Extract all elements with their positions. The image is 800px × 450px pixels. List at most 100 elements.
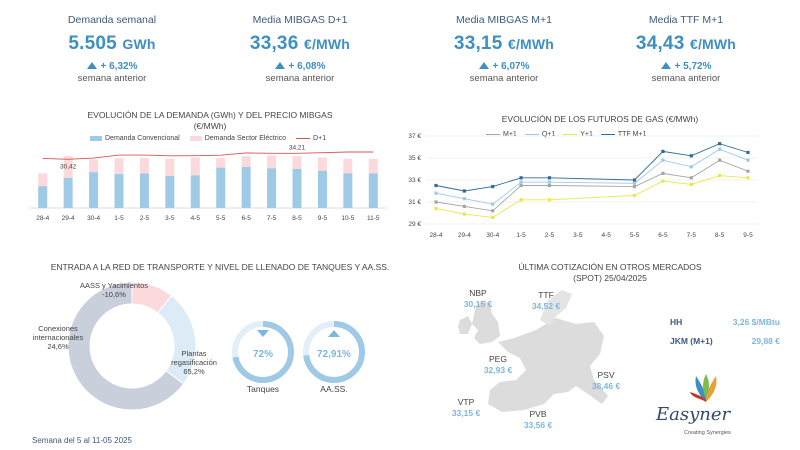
futures-chart: 37 € 35 € 33 € 31 € 29 € 28-4 29-4 30-4 1-5 2-5 3-… <box>408 133 758 239</box>
y-tick-label: 37 € <box>408 133 421 140</box>
futures-chart-title: EVOLUCIÓN DE LOS FUTUROS DE GAS (€/MWh) <box>501 114 699 124</box>
legend-item: Y+1 <box>563 131 593 138</box>
series-point <box>519 198 523 202</box>
y-tick-label: 35 € <box>408 155 421 162</box>
gauge-fill <box>232 321 294 383</box>
kpi-change: + 6,32% <box>22 61 202 72</box>
x-tick-label: 9-5 <box>318 215 328 222</box>
y-tick-label: 31 € <box>408 199 421 206</box>
x-tick-label: 28-4 <box>429 232 442 239</box>
triangle-down-icon <box>257 330 269 337</box>
easyner-logo-icon <box>690 374 717 402</box>
x-tick-label: 5-5 <box>630 232 640 239</box>
x-tick-label: 8-5 <box>292 215 302 222</box>
series-point <box>746 176 750 180</box>
gauge-value: 72% <box>253 349 273 360</box>
series-point <box>491 202 495 206</box>
kpi-demanda-semanal: Demanda semanal 5.505 GWh + 6,32% semana… <box>22 14 202 84</box>
markets-title: ÚLTIMA COTIZACIÓN EN OTROS MERCADOS (SPO… <box>518 262 702 283</box>
legend-item: Demanda Sector Eléctrico <box>189 135 286 142</box>
bar-convencional <box>241 167 251 208</box>
series-point <box>434 200 438 204</box>
gauge-value: 72,91% <box>317 349 351 360</box>
bar-convencional <box>89 172 99 208</box>
x-tick-label: 5-5 <box>216 215 226 222</box>
legend-item: TTF M+1 <box>600 131 647 138</box>
bar-convencional <box>343 173 353 208</box>
x-tick-label: 3-5 <box>165 215 175 222</box>
series-point <box>462 204 466 208</box>
bar-convencional <box>63 177 73 208</box>
series-point <box>491 185 495 189</box>
bar-sector-electrico <box>89 159 99 173</box>
series-line <box>435 159 749 212</box>
kpi-mibgas-m1: Media MIBGAS M+1 33,15 €/MWh + 6,07% sem… <box>414 14 594 84</box>
kpi-label: Media MIBGAS D+1 <box>252 14 348 26</box>
bar-convencional <box>292 168 302 208</box>
market-pvb: PVB 33,56 € <box>523 409 553 430</box>
series-point <box>462 197 466 201</box>
x-tick-label: 6-5 <box>241 215 251 222</box>
bar-sector-electrico <box>368 158 378 174</box>
series-line <box>435 148 749 205</box>
kpi-value: 33,15 €/MWh <box>453 33 555 54</box>
series-point <box>632 185 637 189</box>
x-tick-label: 2-5 <box>545 232 555 239</box>
x-tick-label: 30-4 <box>486 232 499 239</box>
scandinavia-shape <box>540 290 572 326</box>
kpi-sub: semana anterior <box>651 73 721 84</box>
bar-sector-electrico <box>317 157 327 171</box>
bar-convencional <box>165 176 175 208</box>
kpi-sub: semana anterior <box>265 73 335 84</box>
bar-convencional <box>216 167 226 208</box>
kpi-mibgas-d1: Media MIBGAS D+1 33,36 €/MWh + 6,08% sem… <box>210 14 390 84</box>
bar-convencional <box>190 175 200 208</box>
data-label: 30,42 <box>60 163 77 170</box>
brand-name: Easyner <box>656 404 731 425</box>
bar-sector-electrico <box>292 156 302 169</box>
series-point <box>491 209 495 213</box>
arrow-up-icon <box>274 62 285 69</box>
kpi-label: Media MIBGAS M+1 <box>456 14 552 26</box>
x-tick-label: 4-5 <box>191 215 201 222</box>
gauge-fill <box>303 321 365 383</box>
bar-convencional <box>38 186 48 208</box>
series-point <box>661 179 665 183</box>
fill-gauges: 72% 72,91% <box>232 321 365 383</box>
bar-sector-electrico <box>38 173 48 187</box>
kpi-sub: semana anterior <box>77 73 147 84</box>
x-tick-label: 9-5 <box>743 232 753 239</box>
bar-convencional <box>114 174 124 208</box>
series-point <box>718 174 722 178</box>
x-tick-label: 1-5 <box>516 232 526 239</box>
bar-sector-electrico <box>216 158 226 168</box>
series-point <box>491 215 495 219</box>
kpi-change: + 6,07% <box>414 61 594 72</box>
series-point <box>547 180 552 184</box>
series-point <box>661 171 665 175</box>
series-point <box>632 181 637 185</box>
market-jkm: JKM (M+1) 29,88 € <box>670 336 780 346</box>
bar-sector-electrico <box>165 158 175 176</box>
market-ttf: TTF 34,52 € <box>531 290 561 311</box>
bar-convencional <box>139 173 149 208</box>
kpi-label: Media TTF M+1 <box>648 14 724 26</box>
series-point <box>746 169 750 173</box>
bar-sector-electrico <box>190 157 200 176</box>
series-point <box>519 183 523 188</box>
x-tick-label: 3-5 <box>573 232 583 239</box>
series-point <box>547 198 552 202</box>
x-tick-label: 28-4 <box>36 215 49 222</box>
kpi-change: + 5,72% <box>596 61 776 72</box>
pie-label-conexiones: Conexiones internacionales 24,6% <box>32 324 84 351</box>
bar-sector-electrico <box>241 156 251 168</box>
series-line <box>435 143 749 192</box>
bar-sector-electrico <box>267 155 277 169</box>
x-tick-label: 1-5 <box>114 215 124 222</box>
legend-item: M+1 <box>486 131 517 138</box>
series-point <box>547 176 552 180</box>
arrow-up-icon <box>660 62 671 69</box>
market-peg: PEG 32,93 € <box>483 354 513 375</box>
series-point <box>632 193 637 197</box>
series-point <box>661 158 665 162</box>
